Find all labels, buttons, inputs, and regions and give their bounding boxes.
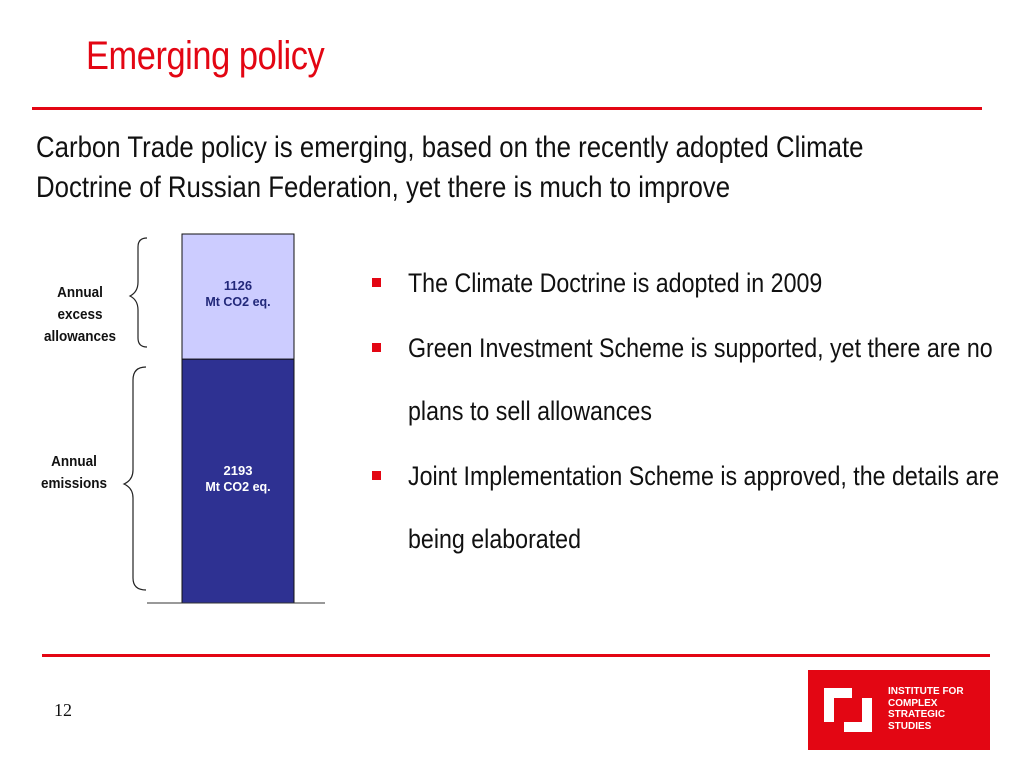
bullet-square-icon <box>372 471 381 480</box>
logo-line: STRATEGIC <box>888 709 946 720</box>
data-label-emissions-value: 2193 <box>223 463 253 478</box>
bottom-divider <box>42 654 990 657</box>
bullet-item: The Climate Doctrine is adopted in 2009 <box>368 252 1018 315</box>
side-label-excess: Annual excess allowances <box>43 284 117 345</box>
bracket-excess <box>128 237 148 348</box>
page-number: 12 <box>54 700 72 720</box>
data-label-excess: 1126 Mt CO2 eq. <box>182 277 294 311</box>
bullet-item: Joint Implementation Scheme is approved,… <box>368 445 1018 571</box>
bullet-list: The Climate Doctrine is adopted in 2009 … <box>368 252 1018 573</box>
chart-canvas <box>122 233 325 604</box>
logo-line: INSTITUTE FOR <box>888 686 964 697</box>
bullet-text: The Climate Doctrine is adopted in 2009 <box>408 268 823 298</box>
logo-line: COMPLEX <box>888 697 938 709</box>
bullet-item: Green Investment Scheme is supported, ye… <box>368 317 1018 443</box>
logo-text: INSTITUTE FOR COMPLEX STRATEGIC STUDIES <box>888 686 988 732</box>
top-divider <box>32 107 982 110</box>
data-label-excess-value: 1126 <box>223 278 253 293</box>
data-label-emissions-unit: Mt CO2 eq. <box>205 480 271 494</box>
bullet-text: Green Investment Scheme is supported, ye… <box>408 333 993 426</box>
slide-subtitle: Carbon Trade policy is emerging, based o… <box>36 131 864 204</box>
logo-mark-icon <box>824 688 872 732</box>
stacked-bar-chart: 1126 Mt CO2 eq. 2193 Mt CO2 eq. Annual e… <box>0 0 360 640</box>
slide-title: Emerging policy <box>86 34 325 78</box>
bracket-emissions <box>122 366 147 591</box>
bullet-square-icon <box>372 343 381 352</box>
data-label-emissions: 2193 Mt CO2 eq. <box>182 462 294 496</box>
institute-logo: INSTITUTE FOR COMPLEX STRATEGIC STUDIES <box>808 670 990 750</box>
side-label-emissions: Annual emissions <box>40 453 108 492</box>
data-label-excess-unit: Mt CO2 eq. <box>205 295 271 309</box>
bullet-square-icon <box>372 278 381 287</box>
logo-line: STUDIES <box>888 720 932 732</box>
bar-segment-emissions <box>181 358 295 604</box>
bullet-text: Joint Implementation Scheme is approved,… <box>408 461 1000 554</box>
